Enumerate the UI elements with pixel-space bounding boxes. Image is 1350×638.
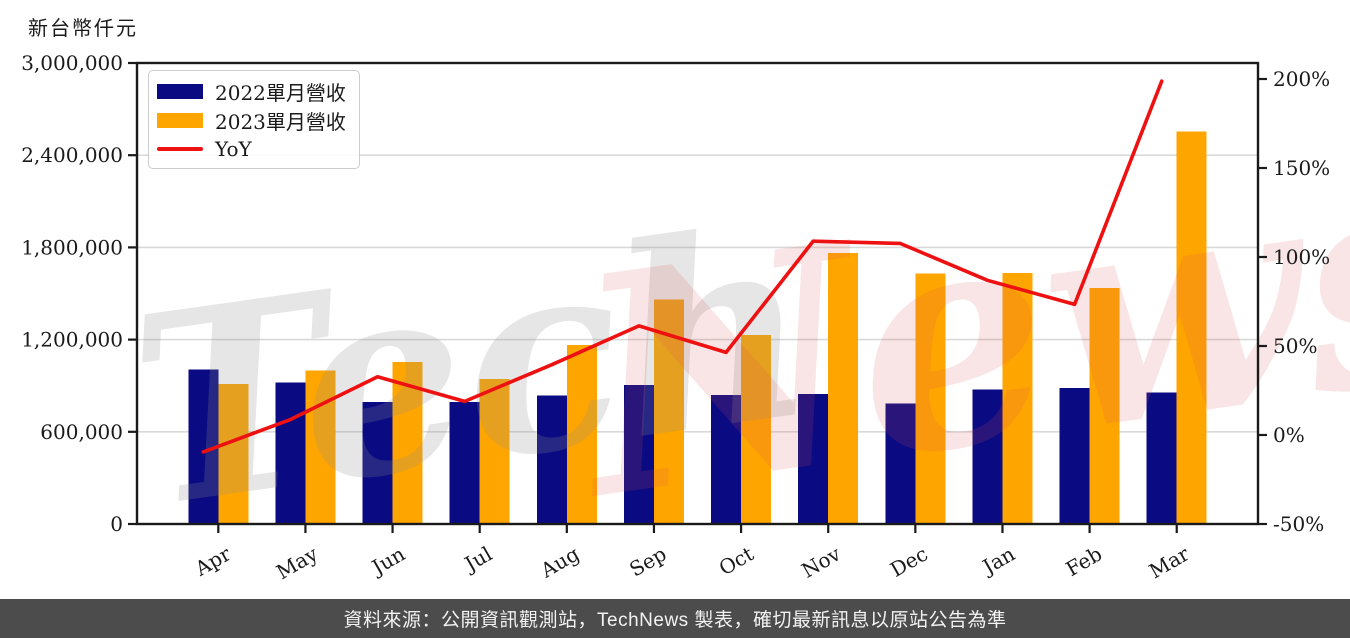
bar-2022單月營收-Dec <box>885 403 916 524</box>
bar-2023單月營收-Dec <box>915 273 946 524</box>
x-tick-label: Dec <box>886 542 932 582</box>
bar-2023單月營收-Apr <box>218 384 249 524</box>
right-tick-label: 200% <box>1273 67 1330 91</box>
bar-2023單月營收-Feb <box>1089 288 1120 524</box>
plot-frame <box>135 61 1260 526</box>
right-tick-label: 100% <box>1273 245 1330 269</box>
legend-swatch-2023 <box>157 112 203 128</box>
legend-swatch-2022 <box>157 83 203 99</box>
bar-2023單月營收-May <box>305 370 336 524</box>
left-tick-label: 2,400,000 <box>21 143 123 167</box>
bar-2023單月營收-Mar <box>1176 131 1207 525</box>
bar-2023單月營收-Jul <box>479 378 510 524</box>
left-tick-label: 0 <box>110 512 123 536</box>
bar-2022單月營收-Jul <box>449 401 480 524</box>
bar-2023單月營收-Aug <box>566 344 597 524</box>
x-tick-label: Jul <box>459 542 496 577</box>
bar-2022單月營收-Jan <box>972 389 1003 524</box>
left-tick-label: 1,800,000 <box>21 235 123 259</box>
bar-2022單月營收-Oct <box>711 394 742 524</box>
source-footer-bar: 資料來源：公開資訊觀測站，TechNews 製表，確切最新訊息以原站公告為準 <box>0 599 1350 638</box>
left-tick-label: 600,000 <box>40 420 123 444</box>
bar-2022單月營收-Jun <box>362 401 393 524</box>
right-tick-label: 50% <box>1273 334 1317 358</box>
bar-2022單月營收-Aug <box>536 395 567 524</box>
x-tick-label: Jan <box>977 541 1019 579</box>
legend-item-yoy: YoY <box>157 137 345 161</box>
bar-2023單月營收-Jan <box>1002 272 1033 524</box>
bar-2022單月營收-Feb <box>1059 388 1090 524</box>
right-tick-label: 150% <box>1273 156 1330 180</box>
left-tick-label: 3,000,000 <box>21 51 123 75</box>
legend-label-2023: 2023單月營收 <box>215 109 346 134</box>
source-footer-text: 資料來源：公開資訊觀測站，TechNews 製表，確切最新訊息以原站公告為準 <box>343 610 1007 631</box>
legend-label-2022: 2022單月營收 <box>215 80 346 105</box>
legend-item-2022: 2022單月營收 <box>157 80 346 105</box>
right-tick-label: -50% <box>1273 512 1324 536</box>
bar-2022單月營收-May <box>275 382 306 524</box>
bar-2023單月營收-Nov <box>828 252 859 525</box>
right-tick-label: 0% <box>1273 423 1305 447</box>
bar-2022單月營收-Nov <box>798 394 829 524</box>
yoy-line <box>201 79 1164 454</box>
x-tick-label: Jun <box>366 541 409 580</box>
legend-label-yoy: YoY <box>215 137 252 161</box>
chart-legend: 2022單月營收 2023單月營收 YoY <box>148 70 360 169</box>
x-tick-label: Feb <box>1062 542 1106 581</box>
legend-item-2023: 2023單月營收 <box>157 109 346 134</box>
bar-2023單月營收-Oct <box>741 334 772 524</box>
left-axis-unit-label: 新台幣仟元 <box>28 16 138 40</box>
revenue-yoy-chart: TechNews0600,0001,200,0001,800,0002,400,… <box>21 51 1350 584</box>
x-tick-label: Mar <box>1145 541 1194 583</box>
bar-2022單月營收-Mar <box>1146 392 1177 524</box>
watermark-news: News <box>551 92 1350 567</box>
left-tick-label: 1,200,000 <box>21 328 123 352</box>
legend-swatch-yoy <box>157 147 203 151</box>
x-tick-label: Nov <box>797 541 845 583</box>
x-tick-label: Aug <box>536 541 584 582</box>
bar-2022單月營收-Sep <box>623 384 654 524</box>
